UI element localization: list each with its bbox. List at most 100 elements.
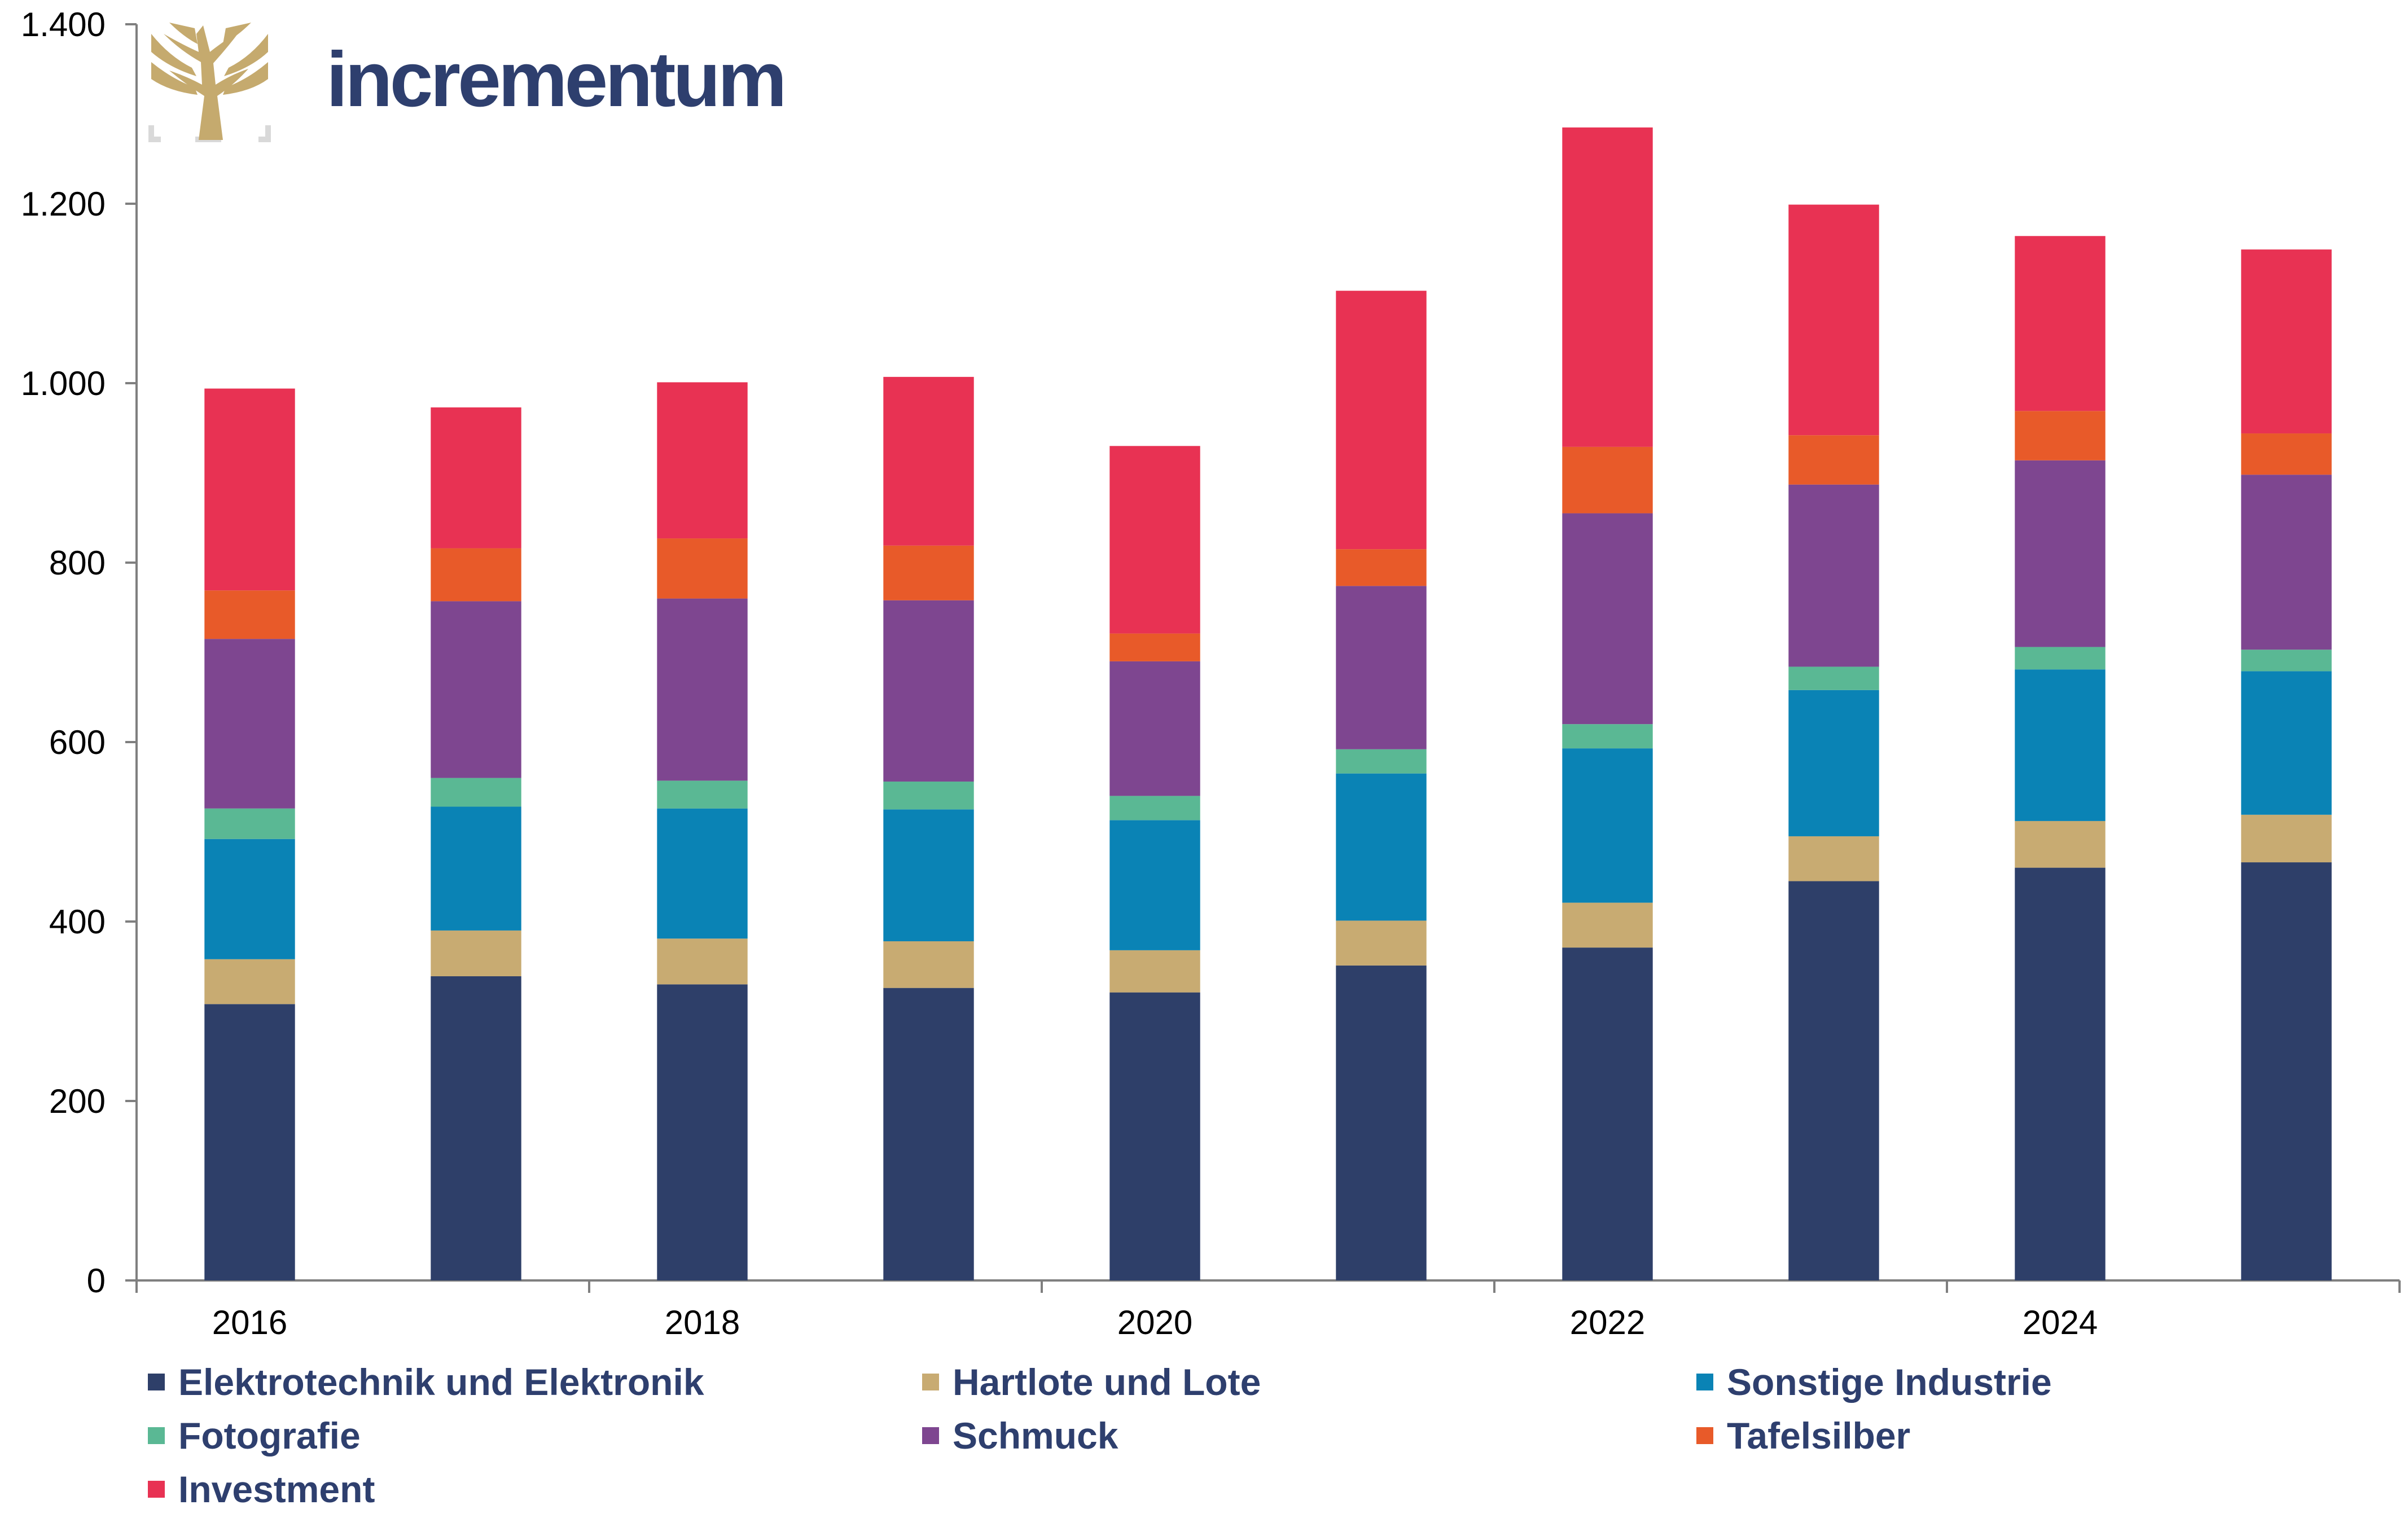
bar-segment [1562,446,1653,514]
bar-segment [2241,249,2332,434]
bars [204,127,2332,1280]
bar-segment [204,1004,295,1280]
x-tick-label: 2024 [2023,1304,2098,1341]
y-tick-label: 1.000 [21,365,106,402]
bar-segment [2241,475,2332,650]
bar-stack [2241,249,2332,1280]
bar-segment [1336,586,1427,749]
bar-segment [431,601,521,778]
legend: Elektrotechnik und Elektronik Hartlote un… [148,1363,2349,1508]
bar-segment [431,548,521,602]
bar-segment [431,930,521,976]
y-tick-label: 200 [49,1082,106,1120]
bar-segment [204,639,295,809]
bar-stack [657,382,748,1280]
bar-segment [1788,881,1879,1280]
bar-segment [883,545,974,600]
bar-stack [1336,291,1427,1280]
x-tick-label: 2016 [212,1304,287,1341]
legend-swatch [148,1481,165,1498]
legend-item: Elektrotechnik und Elektronik [148,1363,922,1401]
bar-segment [1336,291,1427,550]
y-tick-label: 1.400 [21,6,106,43]
bar-segment [657,938,748,985]
bar-segment [2015,647,2106,670]
bar-segment [883,941,974,988]
bar-segment [204,388,295,591]
y-tick-label: 400 [49,903,106,941]
bar-segment [431,806,521,931]
tree-icon [148,23,271,142]
bar-segment [2015,460,2106,647]
legend-label: Hartlote und Lote [953,1361,1261,1403]
legend-label: Elektrotechnik und Elektronik [178,1361,704,1403]
bar-segment [204,808,295,839]
bar-segment [2015,821,2106,868]
bar-segment [1109,992,1200,1280]
bar-segment [2015,867,2106,1280]
legend-swatch [922,1374,939,1390]
legend-label: Fotografie [178,1415,361,1457]
bar-segment [204,590,295,639]
bar-segment [431,778,521,807]
legend-item: Hartlote und Lote [922,1363,1696,1401]
bar-segment [1788,204,1879,436]
bar-stack [1109,446,1200,1280]
bar-segment [657,598,748,781]
bar-segment [1336,965,1427,1280]
bar-stack [204,388,295,1280]
bar-segment [1788,690,1879,836]
legend-label: Investment [178,1468,375,1510]
bar-segment [2015,236,2106,411]
bar-segment [2015,411,2106,460]
bar-segment [431,407,521,549]
bar-segment [2015,669,2106,821]
bar-segment [1562,748,1653,903]
bar-stack [431,407,521,1280]
legend-label: Sonstige Industrie [1727,1361,2052,1403]
tick-labels: 0 200 400 600 800 1.000 1.200 1.400 2016 2018 2020… [21,6,2098,1341]
brand-name: incrementum [326,36,784,123]
bar-segment [1336,920,1427,966]
bar-segment [204,959,295,1004]
bar-segment [1562,902,1653,948]
y-tick-label: 800 [49,544,106,582]
bar-segment [1788,435,1879,485]
legend-item: Tafelsilber [1696,1416,2349,1455]
bar-stack [1562,127,1653,1280]
x-tick-label: 2018 [665,1304,740,1341]
legend-item: Schmuck [922,1416,1696,1455]
bar-segment [1788,666,1879,690]
bar-segment [657,808,748,939]
bar-segment [883,988,974,1280]
bar-segment [431,976,521,1280]
y-tick-label: 1.200 [21,185,106,223]
brand-logo: incrementum [148,23,787,142]
bar-segment [883,376,974,546]
bar-segment [1109,661,1200,796]
bar-segment [1336,549,1427,586]
legend-label: Schmuck [953,1415,1119,1457]
bar-segment [1788,836,1879,881]
bar-segment [657,538,748,599]
bar-segment [2241,650,2332,672]
bar-segment [883,809,974,941]
bar-segment [2241,433,2332,475]
bar-segment [1788,484,1879,667]
bar-segment [1109,446,1200,634]
bar-stack [1788,204,1879,1280]
legend-item: Investment [148,1470,922,1508]
bar-stack [883,376,974,1280]
bar-segment [1336,749,1427,774]
legend-swatch [922,1427,939,1444]
legend-swatch [148,1374,165,1390]
legend-swatch [148,1427,165,1444]
bar-segment [1562,947,1653,1280]
bar-segment [657,984,748,1280]
legend-swatch [1696,1374,1713,1390]
bar-segment [204,839,295,959]
bar-segment [2241,862,2332,1280]
bar-segment [883,600,974,782]
y-tick-label: 0 [87,1262,106,1300]
bar-segment [1109,796,1200,821]
